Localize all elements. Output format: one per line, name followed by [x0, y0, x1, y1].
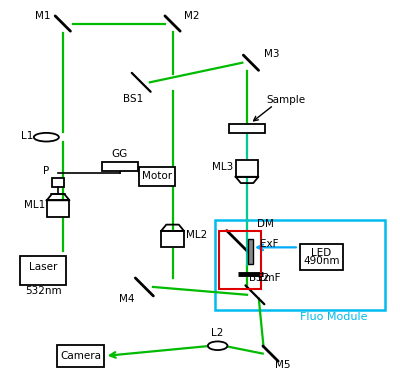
Bar: [214, 220, 385, 310]
Text: Motor: Motor: [142, 171, 172, 181]
Bar: [300, 244, 343, 270]
Text: M5: M5: [274, 360, 290, 370]
Text: M4: M4: [119, 294, 134, 304]
Text: ExF: ExF: [260, 239, 278, 249]
Bar: [102, 162, 138, 171]
Text: EmF: EmF: [258, 273, 280, 283]
Text: M2: M2: [184, 11, 200, 21]
Ellipse shape: [34, 133, 59, 142]
Text: M3: M3: [264, 49, 279, 59]
Ellipse shape: [208, 341, 228, 350]
Text: Laser: Laser: [29, 262, 57, 272]
Text: 490nm: 490nm: [303, 256, 340, 267]
Text: BS1: BS1: [123, 94, 144, 104]
Bar: [248, 239, 252, 264]
Bar: [236, 160, 258, 177]
Text: ML2: ML2: [186, 230, 208, 240]
Text: Fluo Module: Fluo Module: [300, 312, 367, 322]
Text: ML3: ML3: [212, 162, 233, 172]
Text: M1: M1: [35, 11, 50, 21]
Text: LED: LED: [311, 248, 332, 258]
Text: Sample: Sample: [266, 95, 305, 105]
Bar: [20, 256, 66, 285]
Text: Camera: Camera: [60, 351, 101, 361]
Bar: [47, 200, 70, 217]
Text: GG: GG: [112, 149, 128, 159]
Text: L1: L1: [20, 131, 33, 142]
Text: P: P: [43, 166, 50, 176]
Bar: [52, 178, 64, 187]
Text: DM: DM: [258, 219, 274, 229]
Text: BS2: BS2: [249, 273, 269, 283]
Text: L2: L2: [212, 328, 224, 338]
Bar: [139, 167, 174, 186]
Bar: [57, 345, 104, 367]
Bar: [229, 124, 265, 133]
Text: 532nm: 532nm: [25, 286, 62, 296]
Bar: [219, 231, 261, 289]
Text: ML1: ML1: [24, 200, 45, 210]
Bar: [161, 231, 184, 247]
